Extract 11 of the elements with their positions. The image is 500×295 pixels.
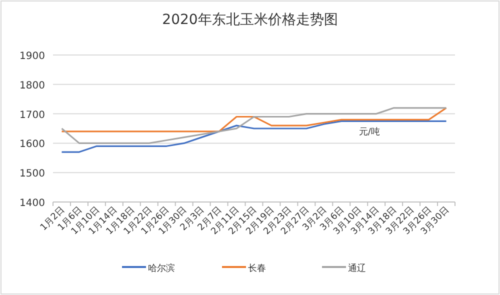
annotation: 元/吨 bbox=[358, 126, 380, 138]
legend-label: 长春 bbox=[248, 263, 266, 274]
y-tick-label: 1400 bbox=[20, 198, 45, 209]
y-tick-label: 1700 bbox=[20, 110, 45, 121]
chart-title: 2020年东北玉米价格走势图 bbox=[162, 12, 338, 28]
y-tick-label: 1900 bbox=[20, 51, 45, 62]
y-tick-label: 1800 bbox=[20, 80, 45, 92]
legend-label: 通辽 bbox=[348, 263, 366, 274]
y-tick-label: 1600 bbox=[20, 139, 45, 150]
legend-label: 哈尔滨 bbox=[148, 263, 175, 274]
y-tick-label: 1500 bbox=[20, 168, 45, 180]
